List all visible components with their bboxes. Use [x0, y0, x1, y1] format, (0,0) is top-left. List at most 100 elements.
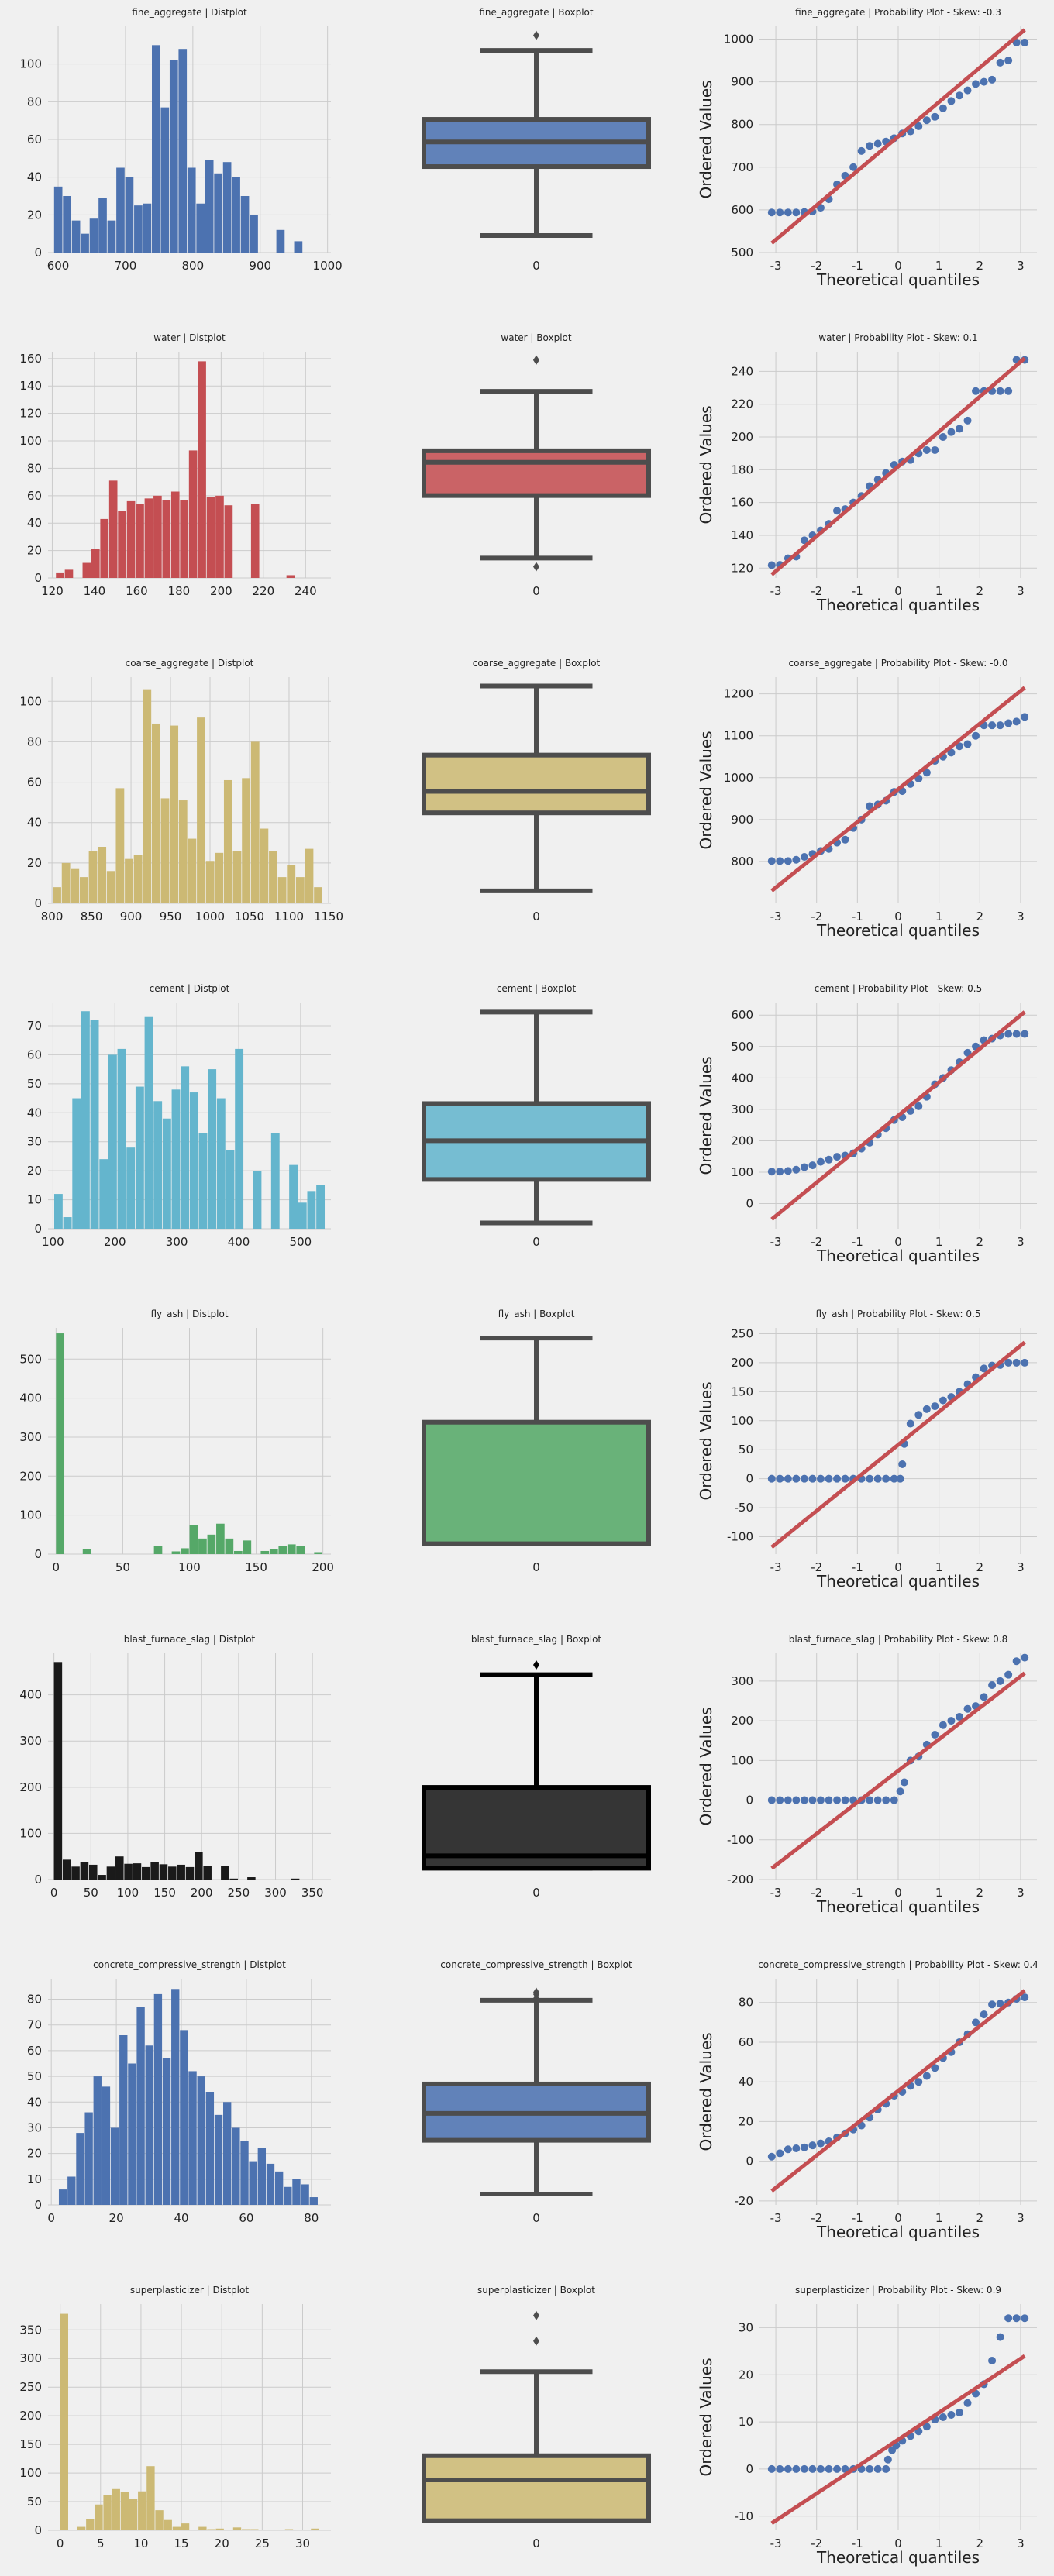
y-tick-label: 1200 [724, 687, 753, 701]
x-tick-label: 100 [117, 1886, 140, 1900]
hist-bar [223, 2102, 232, 2205]
qq-point [776, 2464, 784, 2473]
box-title: fine_aggregate | Boxplot [479, 7, 594, 18]
x-tick-label: 30 [295, 2536, 310, 2550]
hist-bar [89, 218, 98, 253]
x-tick-label: -3 [770, 259, 782, 273]
y-tick-label: 1000 [724, 771, 753, 785]
hist-bar [81, 1011, 90, 1229]
hist-bar [126, 500, 136, 578]
qq-point [988, 2357, 997, 2364]
hist-bar [134, 205, 143, 253]
qq-title: fine_aggregate | Probability Plot - Skew… [795, 7, 1001, 18]
qq-point [906, 1419, 914, 1428]
hist-bar [205, 861, 215, 903]
y-tick-label: 50 [27, 2069, 42, 2083]
qq-fit-line [770, 1340, 1026, 1549]
hist-bar [143, 689, 152, 903]
hist-title: fine_aggregate | Distplot [132, 7, 247, 18]
y-tick-label: 0 [746, 2155, 753, 2168]
x-tick-label: 2 [976, 259, 984, 273]
y-tick-label: 60 [27, 489, 42, 503]
x-tick-label: 3 [1017, 584, 1025, 598]
box-x-tick: 0 [532, 910, 540, 923]
x-tick-label: 10 [133, 2536, 148, 2550]
qq-point [980, 77, 988, 86]
y-tick-label: 0 [34, 1222, 42, 1236]
x-tick-label: 0 [53, 1560, 60, 1574]
qq-point [890, 1474, 898, 1483]
qq-point [963, 416, 972, 425]
y-tick-label: 70 [27, 2018, 42, 2032]
box-x-tick: 0 [532, 1235, 540, 1249]
x-tick-label: -2 [811, 584, 822, 598]
qq-y-label: Ordered Values [697, 731, 715, 849]
qq-point [816, 2464, 825, 2473]
hist-bar [178, 49, 188, 253]
hist-bar [316, 1185, 326, 1229]
qq-point [922, 1405, 931, 1413]
qq-point [784, 1167, 792, 1175]
hist-bar [189, 1092, 198, 1229]
qq-point [939, 2413, 947, 2421]
hist-bar [95, 2504, 103, 2530]
qq-point [914, 122, 923, 130]
y-tick-label: 80 [27, 461, 42, 475]
qq-point [767, 2464, 776, 2473]
qq-point [767, 1168, 776, 1176]
y-tick-label: -20 [735, 2194, 754, 2208]
y-tick-label: 200 [19, 1780, 42, 1794]
hist-bar [257, 2148, 267, 2205]
qq-point [808, 2141, 817, 2150]
qq-point [1021, 1030, 1029, 1038]
outlier-marker [533, 562, 539, 572]
box-x-tick: 0 [532, 2211, 540, 2225]
hist-title: fly_ash | Distplot [150, 1309, 228, 1319]
qq-point [988, 1680, 997, 1689]
qq-point [931, 445, 939, 454]
hist-bar [205, 2092, 215, 2205]
hist-bar [108, 1054, 117, 1229]
x-tick-label: 0 [894, 1235, 902, 1249]
qq-point [996, 2333, 1004, 2341]
qq-point [1021, 1993, 1029, 2002]
qq-point [849, 163, 858, 171]
hist-bar [120, 2492, 129, 2530]
y-tick-label: 400 [19, 1688, 42, 1702]
hist-bar [278, 1546, 288, 1554]
qq-fit-line [770, 1010, 1026, 1221]
hist-cement: cement | Distplot 100 200 300 400 500 0 10 20 30 4… [27, 983, 331, 1249]
x-tick-label: -2 [811, 1560, 822, 1574]
y-tick-label: 30 [27, 1135, 42, 1149]
y-tick-label: 300 [19, 1734, 42, 1748]
y-tick-label: 20 [27, 544, 42, 558]
x-tick-label: 200 [210, 584, 232, 598]
x-tick-label: -1 [852, 2211, 863, 2225]
qq-point [841, 835, 849, 844]
qq-point [833, 1796, 842, 1804]
x-tick-label: 800 [41, 910, 64, 923]
x-tick-label: 1000 [313, 259, 343, 273]
hist-bar [117, 1048, 126, 1229]
qq-point [776, 1796, 784, 1804]
hist-bar [229, 1878, 238, 1880]
qq-title: coarse_aggregate | Probability Plot - Sk… [788, 658, 1008, 669]
y-tick-label: -100 [727, 1833, 753, 1847]
hist-bar [93, 2076, 102, 2205]
qq-fit-line [770, 1671, 1026, 1870]
box-x-tick: 0 [532, 1886, 540, 1900]
x-tick-label: 350 [301, 1886, 324, 1900]
hist-bar [153, 1101, 163, 1229]
hist-bar [62, 1859, 71, 1880]
y-tick-label: 600 [731, 203, 753, 217]
hist-bar [181, 1066, 190, 1229]
hist-bar [270, 1133, 280, 1229]
hist-bar [53, 887, 61, 903]
hist-bar [86, 2519, 95, 2530]
qq-point [825, 1474, 833, 1483]
hist-bar [269, 851, 277, 903]
x-tick-label: 140 [84, 584, 106, 598]
box-concrete_compressive_strength: concrete_compressive_strength | Boxplot 0 [422, 1959, 651, 2225]
